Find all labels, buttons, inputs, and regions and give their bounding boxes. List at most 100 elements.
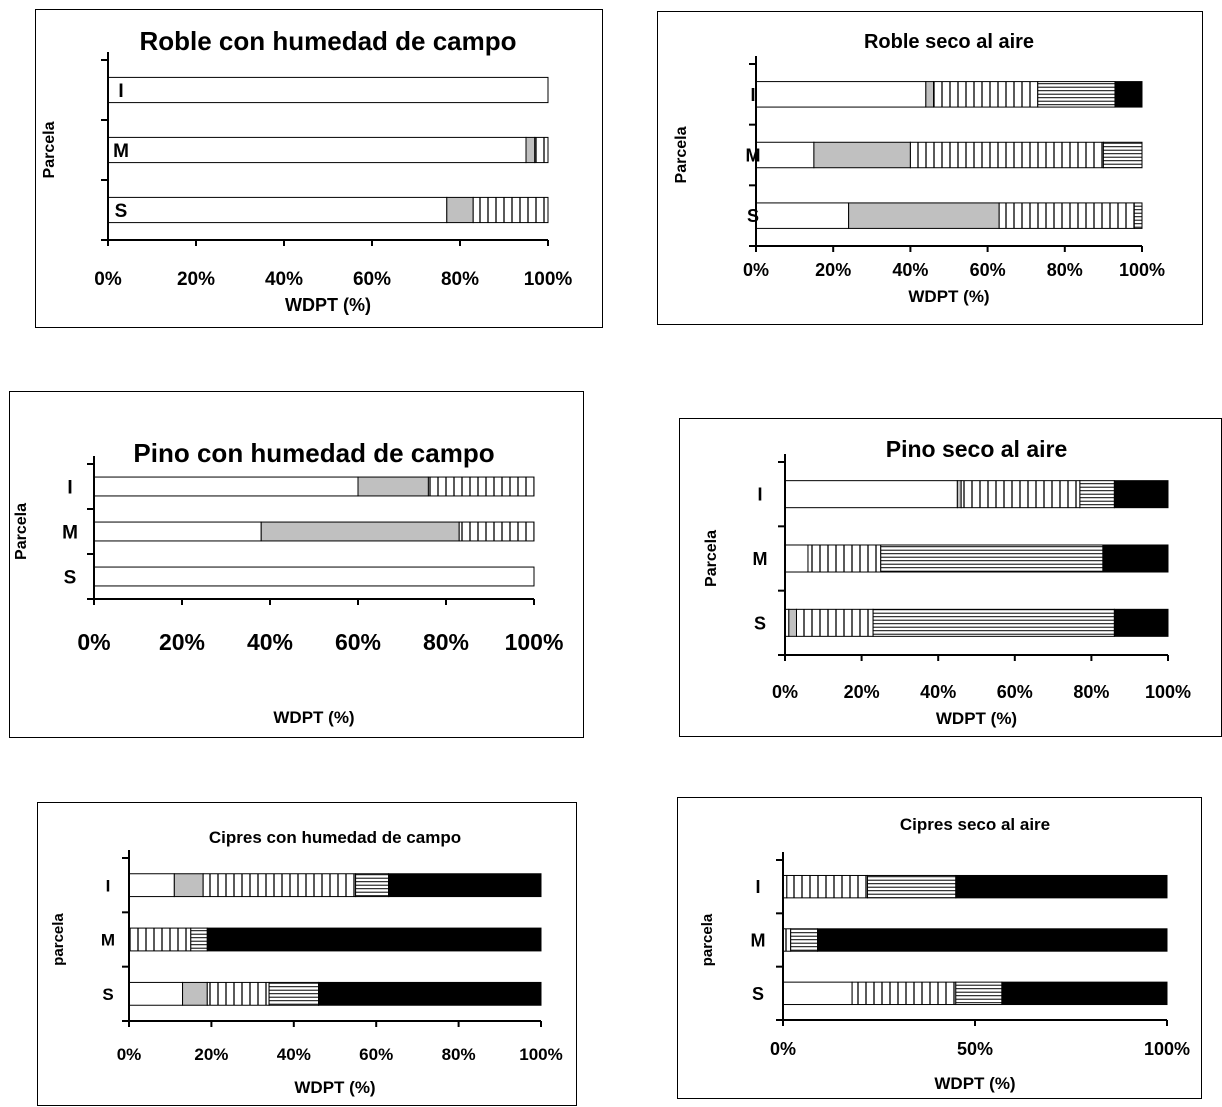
x-tick-label: 100% bbox=[1145, 682, 1191, 702]
chart-panel-roble-seco: Roble seco al aire I M S 0% 20% 40% 60% 80% 100% W… bbox=[657, 11, 1203, 325]
category-label: I bbox=[67, 477, 72, 498]
x-tick-label: 20% bbox=[159, 629, 205, 655]
category-label: I bbox=[106, 876, 111, 895]
x-tick-label: 60% bbox=[353, 269, 391, 290]
bar-segment bbox=[260, 521, 460, 542]
category-label: M bbox=[113, 141, 129, 162]
chart-pino-seco: Pino seco al aire I M S 0% 20% 40% 60% 80% 100% WD… bbox=[703, 436, 1191, 728]
x-axis-label: WDPT (%) bbox=[934, 1074, 1015, 1093]
x-tick-label: 0% bbox=[770, 1039, 796, 1059]
chart-panel-pino-seco: Pino seco al aire I M S 0% 20% 40% 60% 80% 100% WD… bbox=[679, 418, 1222, 737]
chart-pino-campo: Pino con humedad de campo I M S 0% 20% 40% 60% 8… bbox=[13, 438, 564, 727]
bar-segment bbox=[1114, 81, 1143, 108]
category-label: S bbox=[752, 984, 764, 1004]
bar-segment bbox=[755, 202, 850, 229]
chart-cipres-seco: Cipres seco al aire I M S 0% 50% 100% WDPT (%) p… bbox=[699, 815, 1190, 1093]
category-label: S bbox=[115, 201, 128, 222]
x-tick-label: 40% bbox=[277, 1045, 311, 1064]
bar-segment bbox=[955, 981, 1003, 1006]
bar-segment bbox=[388, 873, 542, 898]
x-tick-label: 20% bbox=[194, 1045, 228, 1064]
x-tick-label: 100% bbox=[1119, 260, 1165, 280]
bar-segment bbox=[1079, 480, 1115, 509]
bar-segment bbox=[848, 202, 1000, 229]
category-label: M bbox=[753, 549, 768, 569]
x-tick-label: 100% bbox=[1144, 1039, 1190, 1059]
category-label: S bbox=[754, 613, 766, 633]
category-label: M bbox=[751, 930, 766, 950]
bar-segment bbox=[755, 141, 815, 169]
chart-roble-campo: Roble con humedad de campo I M S 0% 20% 40% 60%… bbox=[41, 26, 573, 315]
x-tick-label: 100% bbox=[524, 269, 573, 290]
x-tick-label: 100% bbox=[519, 1045, 562, 1064]
chart-cipres-campo: Cipres con humedad de campo I M S 0% 20% 40% 60… bbox=[50, 828, 563, 1097]
chart-title: Roble con humedad de campo bbox=[139, 26, 516, 56]
bar-segment bbox=[851, 981, 957, 1006]
category-label: S bbox=[64, 567, 77, 588]
bar-segment bbox=[817, 928, 1168, 952]
bar-segment bbox=[795, 608, 874, 637]
x-tick-label: 20% bbox=[177, 269, 215, 290]
x-axis-label: WDPT (%) bbox=[285, 295, 371, 315]
bar-segment bbox=[107, 196, 448, 224]
bar-segment bbox=[128, 981, 184, 1006]
bar-segment bbox=[790, 928, 819, 952]
bar-segment bbox=[956, 480, 962, 509]
bar-segment bbox=[1133, 202, 1143, 229]
bar-segment bbox=[128, 927, 192, 952]
x-tick-label: 0% bbox=[94, 269, 122, 290]
y-axis-label: parcela bbox=[699, 913, 716, 966]
bar-segment bbox=[955, 874, 1168, 899]
bar-segment bbox=[866, 874, 957, 899]
category-label: S bbox=[747, 206, 759, 226]
x-axis-label: WDPT (%) bbox=[294, 1078, 375, 1097]
bar-segment bbox=[525, 136, 536, 164]
bar-segment bbox=[182, 981, 208, 1006]
x-axis-label: WDPT (%) bbox=[936, 709, 1017, 728]
y-axis-label: Parcela bbox=[41, 121, 58, 178]
x-axis-label: WDPT (%) bbox=[908, 287, 989, 306]
category-label: I bbox=[750, 85, 755, 105]
bar-segment bbox=[1037, 81, 1116, 108]
bar-segment bbox=[925, 81, 935, 108]
bar-segment bbox=[788, 608, 797, 637]
y-axis-label: Parcela bbox=[13, 503, 30, 560]
x-tick-label: 60% bbox=[997, 682, 1033, 702]
bar-segment bbox=[173, 873, 204, 898]
x-tick-label: 0% bbox=[743, 260, 769, 280]
bar-segment bbox=[427, 476, 535, 497]
bar-segment bbox=[355, 873, 390, 898]
bar-segment bbox=[472, 196, 549, 224]
chart-panel-pino-campo: Pino con humedad de campo I M S 0% 20% 40% 60% 8… bbox=[9, 391, 584, 738]
bar-segment bbox=[1113, 608, 1169, 637]
x-tick-label: 60% bbox=[359, 1045, 393, 1064]
y-axis-label: Parcela bbox=[703, 530, 720, 587]
bar-segment bbox=[784, 544, 809, 573]
x-tick-label: 80% bbox=[1047, 260, 1083, 280]
category-label: M bbox=[746, 145, 761, 165]
bar-segment bbox=[202, 873, 357, 898]
bar-segment bbox=[813, 141, 911, 169]
x-tick-label: 40% bbox=[247, 629, 293, 655]
bar-segment bbox=[128, 873, 175, 898]
bar-segment bbox=[1001, 981, 1168, 1006]
bar-segment bbox=[446, 196, 474, 224]
chart-title: Pino con humedad de campo bbox=[133, 438, 494, 468]
category-label: S bbox=[102, 985, 113, 1004]
x-tick-label: 40% bbox=[920, 682, 956, 702]
bar-segment bbox=[960, 480, 1081, 509]
bar-segment bbox=[782, 981, 853, 1006]
chart-title: Cipres seco al aire bbox=[900, 815, 1050, 834]
x-tick-label: 40% bbox=[265, 269, 303, 290]
x-tick-label: 0% bbox=[772, 682, 798, 702]
chart-panel-cipres-campo: Cipres con humedad de campo I M S 0% 20% 40% 60… bbox=[37, 802, 577, 1106]
x-tick-label: 100% bbox=[505, 629, 564, 655]
category-label: I bbox=[757, 485, 762, 505]
y-axis-label: parcela bbox=[50, 913, 67, 966]
bar-segment bbox=[206, 981, 270, 1006]
x-tick-label: 20% bbox=[844, 682, 880, 702]
x-tick-label: 0% bbox=[117, 1045, 142, 1064]
y-axis-label: Parcela bbox=[673, 126, 690, 183]
chart-roble-seco: Roble seco al aire I M S 0% 20% 40% 60% 80% 100% W… bbox=[673, 31, 1165, 306]
bar-segment bbox=[107, 136, 527, 164]
